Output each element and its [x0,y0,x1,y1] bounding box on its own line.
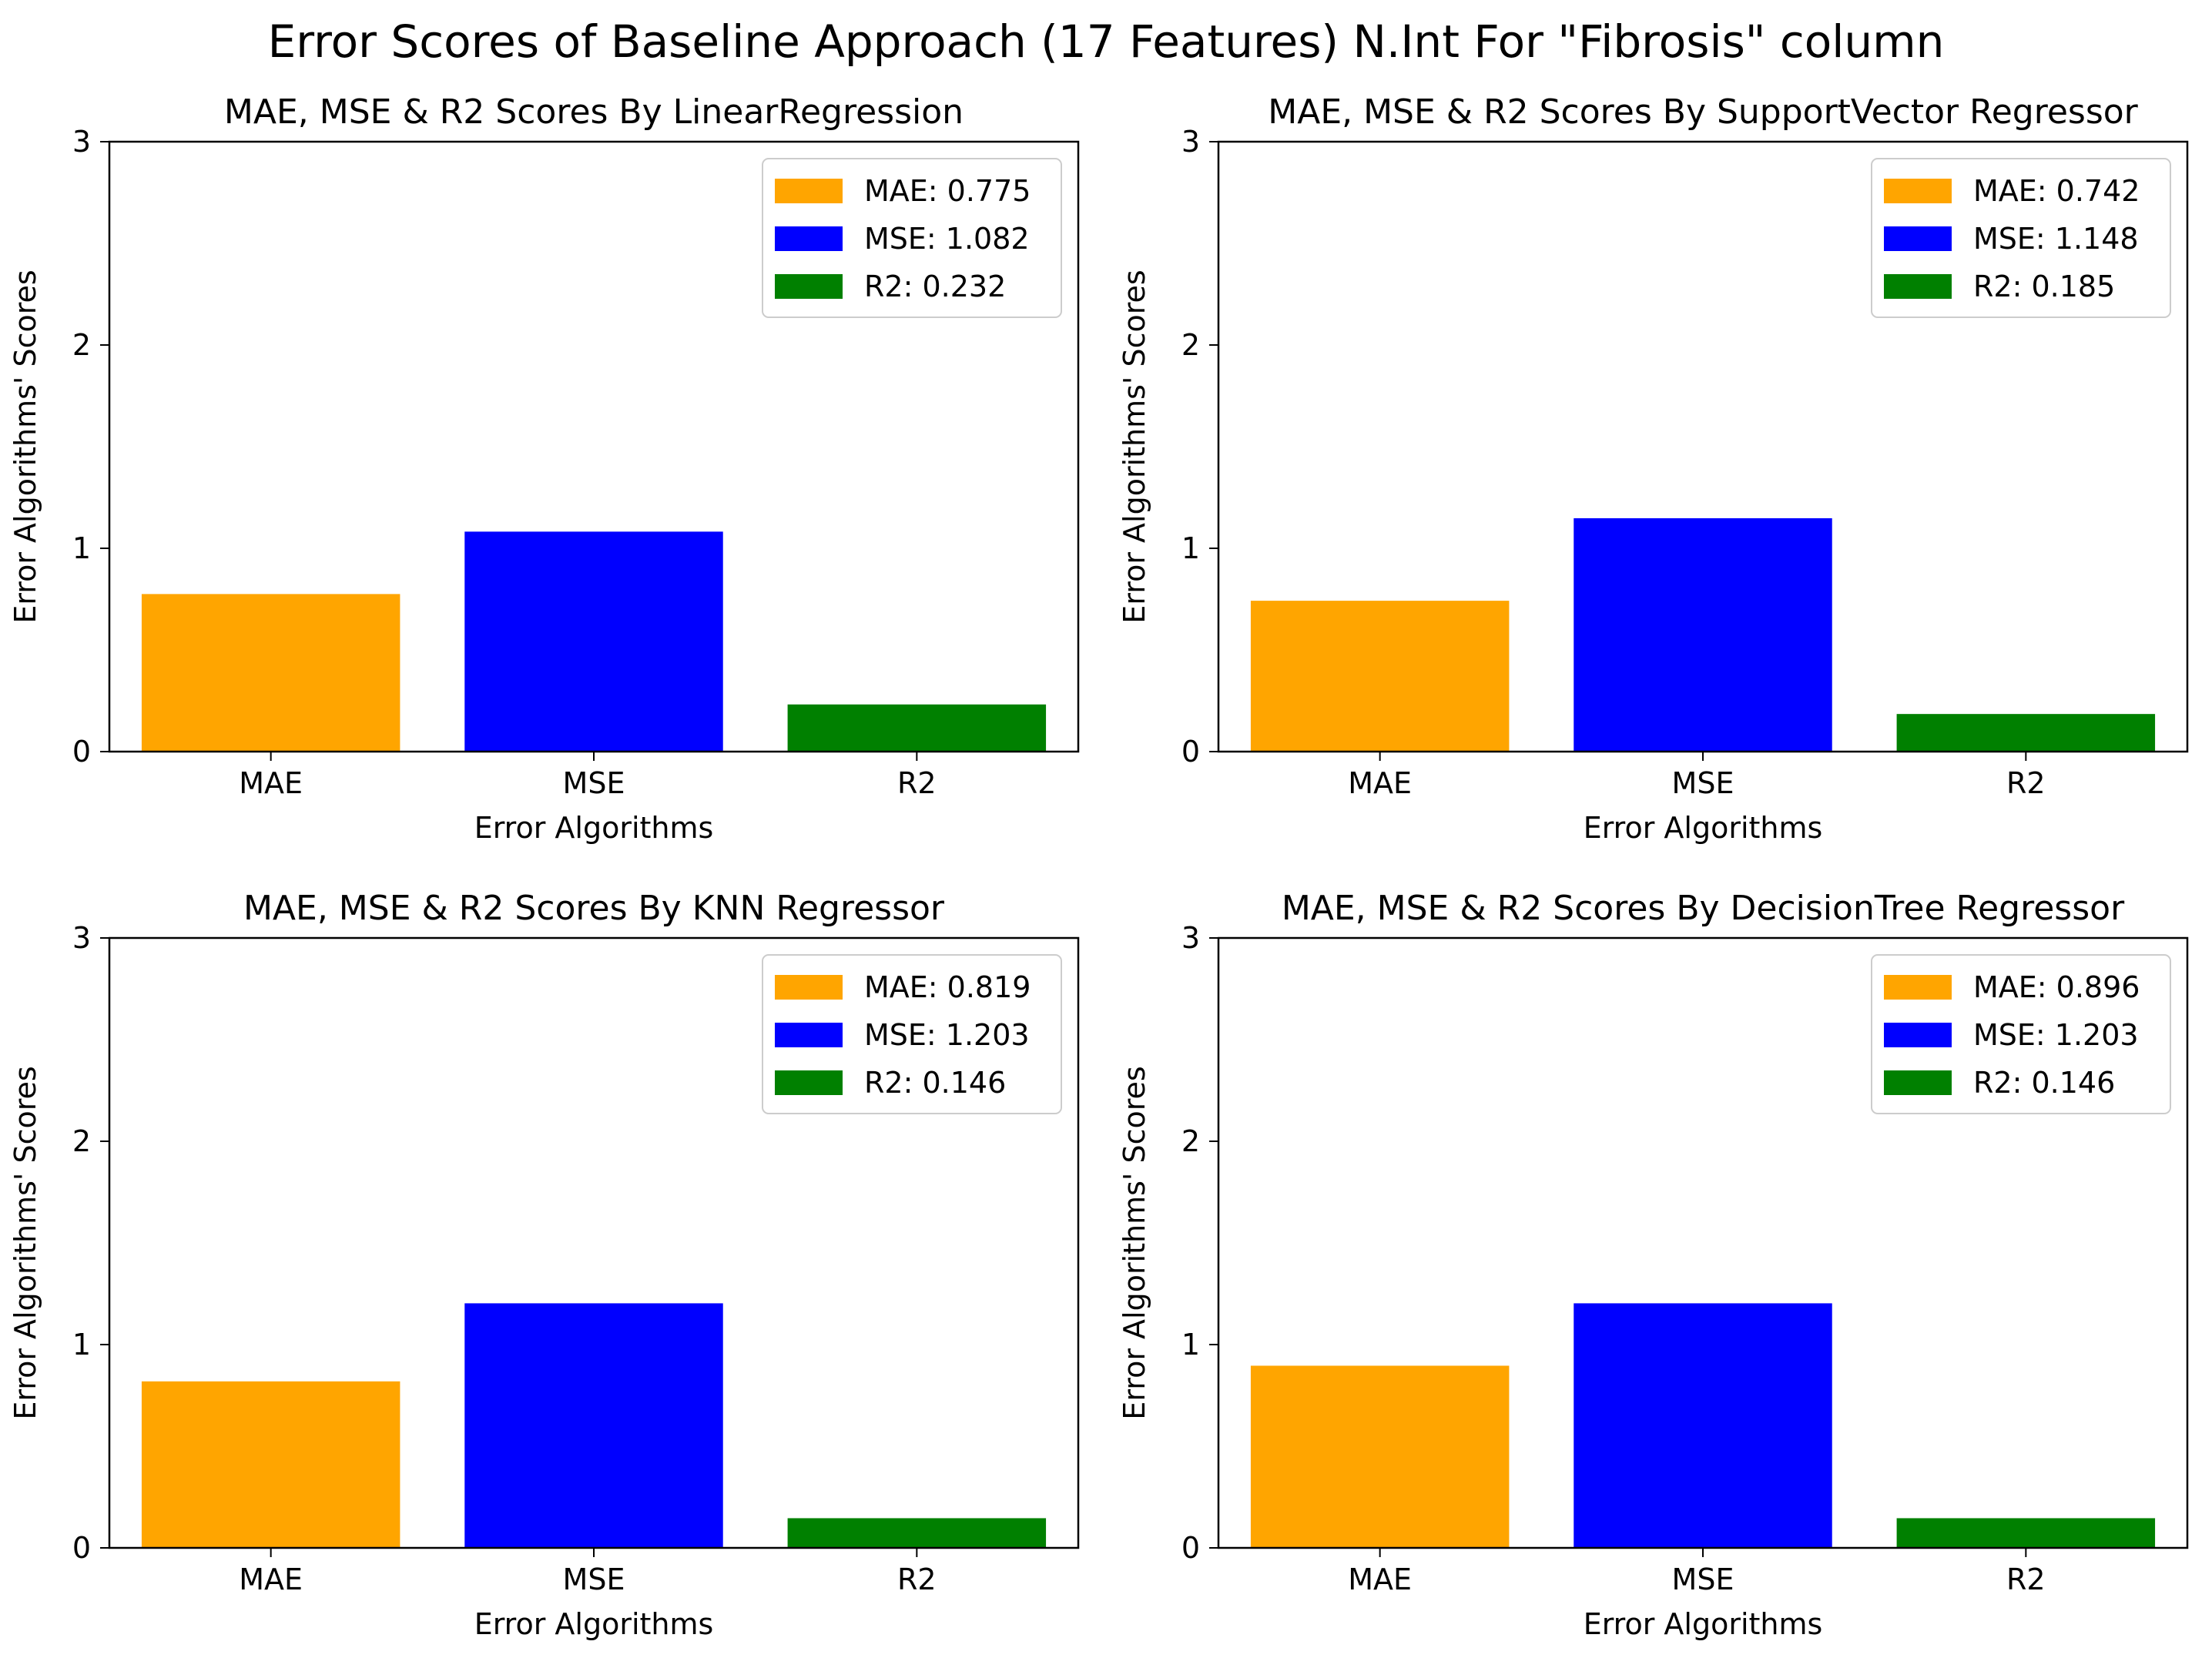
legend-swatch [1884,975,1952,1000]
legend-label: MSE: 1.148 [1973,222,2139,256]
y-tick-label: 0 [1181,1531,1200,1565]
y-tick-label: 3 [1181,125,1200,159]
y-tick-label: 0 [72,735,91,769]
y-tick-label: 1 [1181,1328,1200,1362]
bar [464,531,723,752]
x-axis-label: Error Algorithms [1584,811,1823,845]
legend-label: MSE: 1.203 [1973,1018,2139,1052]
y-tick-label: 3 [72,125,91,159]
legend-swatch [775,975,843,1000]
subplot: MAE, MSE & R2 Scores By SupportVector Re… [1118,92,2189,845]
y-tick-label: 3 [1181,921,1200,955]
legend-swatch [1884,226,1952,251]
bar [1896,714,2156,752]
legend-swatch [1884,179,1952,203]
legend-label: R2: 0.146 [864,1066,1006,1100]
legend-label: MAE: 0.819 [864,970,1031,1004]
y-axis-label: Error Algorithms' Scores [8,270,42,623]
y-tick-label: 1 [72,531,91,565]
legend-label: MSE: 1.082 [864,222,1030,256]
subplot-title: MAE, MSE & R2 Scores By SupportVector Re… [1268,92,2138,132]
x-tick-label: MSE [1672,1563,1734,1596]
y-tick-label: 3 [72,921,91,955]
subplot-title: MAE, MSE & R2 Scores By DecisionTree Reg… [1282,889,2125,928]
legend-swatch [775,179,843,203]
bar [787,1518,1047,1548]
bar [1250,601,1510,752]
x-tick-label: MSE [1672,766,1734,800]
bar [464,1303,723,1548]
y-tick-label: 2 [1181,328,1200,362]
y-tick-label: 2 [72,328,91,362]
x-tick-label: MAE [1348,766,1412,800]
subplot: MAE, MSE & R2 Scores By DecisionTree Reg… [1118,889,2189,1641]
subplot: MAE, MSE & R2 Scores By LinearRegression… [8,92,1080,845]
y-tick-label: 0 [72,1531,91,1565]
bar [141,594,401,752]
legend-swatch [775,1070,843,1095]
y-axis-label: Error Algorithms' Scores [1118,270,1151,623]
legend-label: R2: 0.232 [864,270,1006,303]
legend-swatch [1884,1070,1952,1095]
legend-swatch [775,1023,843,1047]
bar [1896,1518,2156,1548]
bar [1250,1365,1510,1548]
x-tick-label: MAE [1348,1563,1412,1596]
x-axis-label: Error Algorithms [1584,1607,1823,1641]
bar [1574,1303,1832,1548]
legend-label: R2: 0.185 [1973,270,2115,303]
y-axis-label: Error Algorithms' Scores [8,1066,42,1419]
legend-swatch [1884,274,1952,299]
subplot: MAE, MSE & R2 Scores By KNN Regressor MAE… [8,889,1080,1641]
y-tick-label: 0 [1181,735,1200,769]
y-tick-label: 1 [1181,531,1200,565]
x-tick-label: MAE [239,1563,303,1596]
legend-swatch [775,226,843,251]
x-tick-label: MSE [563,766,625,800]
x-tick-label: MSE [563,1563,625,1596]
x-tick-label: R2 [2006,766,2046,800]
subplot-grid: MAE, MSE & R2 Scores By LinearRegression… [8,92,2189,1641]
plot-frame [1217,936,2189,1549]
legend-label: R2: 0.146 [1973,1066,2115,1100]
y-tick-label: 2 [72,1124,91,1158]
bar [141,1381,401,1548]
subplot-title: MAE, MSE & R2 Scores By LinearRegression [224,92,964,132]
x-tick-label: R2 [897,1563,937,1596]
x-tick-label: R2 [897,766,937,800]
plot-frame [1217,140,2189,753]
x-tick-label: MAE [239,766,303,800]
plot-frame [108,140,1080,753]
figure-title: Error Scores of Baseline Approach (17 Fe… [268,15,1945,68]
legend-label: MAE: 0.896 [1973,970,2140,1004]
y-tick-label: 2 [1181,1124,1200,1158]
bar [1574,517,1832,752]
x-axis-label: Error Algorithms [474,811,714,845]
x-axis-label: Error Algorithms [474,1607,714,1641]
bar [787,704,1047,752]
legend-swatch [1884,1023,1952,1047]
legend-label: MSE: 1.203 [864,1018,1030,1052]
legend-label: MAE: 0.742 [1973,174,2140,208]
x-tick-label: R2 [2006,1563,2046,1596]
y-tick-label: 1 [72,1328,91,1362]
legend-swatch [775,274,843,299]
y-axis-label: Error Algorithms' Scores [1118,1066,1151,1419]
subplot-title: MAE, MSE & R2 Scores By KNN Regressor [243,889,945,928]
plot-frame [108,936,1080,1549]
legend-label: MAE: 0.775 [864,174,1031,208]
